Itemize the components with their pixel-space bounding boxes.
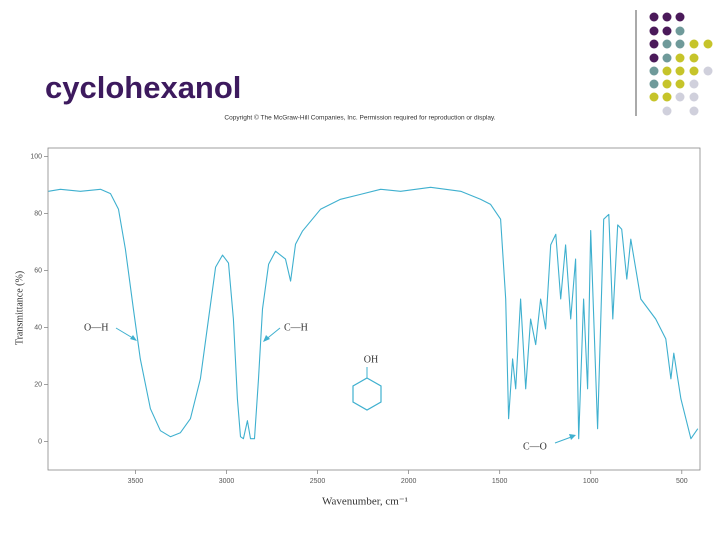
x-axis-label: Wavenumber, cm⁻¹ xyxy=(322,496,408,508)
arrowhead xyxy=(569,434,576,440)
arrowhead xyxy=(263,335,270,342)
x-tick-label: 500 xyxy=(676,478,688,485)
x-tick-label: 1500 xyxy=(492,478,508,485)
x-tick-label: 2500 xyxy=(310,478,326,485)
y-tick-label: 0 xyxy=(38,438,42,445)
annotation: C—H xyxy=(284,322,308,333)
y-tick-label: 60 xyxy=(34,267,42,274)
annotation: OH xyxy=(364,354,378,365)
slide-title: cyclohexanol xyxy=(45,70,241,105)
arrowhead xyxy=(130,335,137,341)
copyright: Copyright © The McGraw-Hill Companies, I… xyxy=(224,114,495,122)
decor-dots xyxy=(649,12,713,116)
plot-frame xyxy=(47,147,701,471)
x-tick-label: 3000 xyxy=(219,478,235,485)
annotations: O—H C—H C—O OH xyxy=(84,322,576,452)
y-axis-label: Transmittance (%) xyxy=(14,271,25,345)
ring xyxy=(352,377,382,411)
x-tick-label: 1000 xyxy=(583,478,599,485)
spectrum-line xyxy=(48,186,699,440)
x-tick-label: 2000 xyxy=(401,478,417,485)
y-tick-label: 100 xyxy=(30,153,42,160)
x-tick-label: 3500 xyxy=(128,478,144,485)
y-tick-label: 40 xyxy=(34,324,42,331)
y-tick-label: 20 xyxy=(34,381,42,388)
annotation: C—O xyxy=(523,441,547,452)
annotation: O—H xyxy=(84,322,108,333)
y-tick-label: 80 xyxy=(34,210,42,217)
